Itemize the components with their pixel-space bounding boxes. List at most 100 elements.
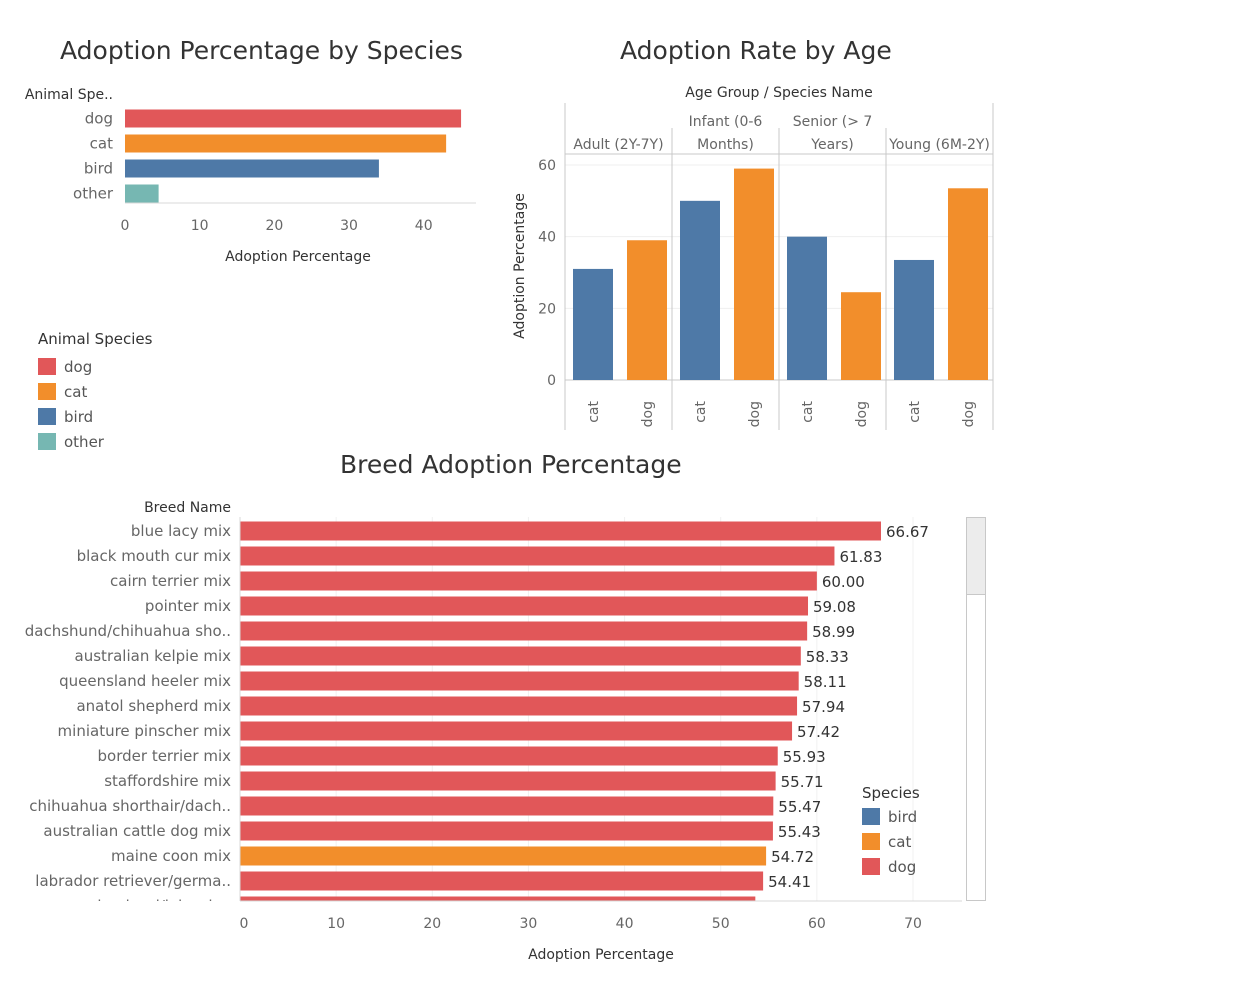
age-bar-dog bbox=[734, 168, 774, 380]
breed-name-label: staffordshire mix bbox=[104, 772, 231, 790]
breed-x-tick-label: 0 bbox=[240, 916, 249, 932]
breed-name-label: maine coon mix bbox=[111, 847, 231, 865]
breed-bar-dog bbox=[240, 796, 774, 816]
breed-chart-title: Breed Adoption Percentage bbox=[340, 450, 682, 479]
age-y-tick-label: 40 bbox=[538, 230, 556, 246]
age-y-tick-label: 60 bbox=[538, 158, 556, 174]
age-bar-chart: Age Group / Species Name Adult (2Y-7Y) cat… bbox=[512, 85, 994, 430]
breed-name-label: blue lacy mix bbox=[131, 522, 231, 540]
breed-value-label: 55.43 bbox=[778, 823, 821, 841]
species-legend-item-dog[interactable]: dog bbox=[38, 354, 152, 379]
breed-legend-swatch bbox=[862, 808, 880, 825]
breed-x-tick-label: 60 bbox=[808, 916, 826, 932]
age-bar-cat bbox=[787, 236, 827, 380]
species-bar-bird bbox=[125, 159, 379, 178]
species-legend: Animal Species dog cat bird other bbox=[38, 330, 152, 454]
breed-value-label: 66.67 bbox=[886, 523, 929, 541]
age-chart-title: Adoption Rate by Age bbox=[620, 36, 892, 65]
age-group-label: Young (6M-2Y) bbox=[888, 137, 990, 153]
breed-legend-title: Species bbox=[862, 784, 920, 802]
breed-bar-dog bbox=[240, 871, 764, 891]
breed-bar-dog bbox=[240, 746, 778, 766]
species-legend-label: dog bbox=[64, 357, 93, 376]
breed-legend-item-bird[interactable]: bird bbox=[862, 804, 920, 829]
age-bar-cat bbox=[894, 259, 934, 380]
breed-name-label: chihuahua shorthair/dach.. bbox=[29, 797, 231, 815]
species-legend-item-other[interactable]: other bbox=[38, 429, 152, 454]
age-group-label: Senior (> 7 bbox=[793, 114, 873, 130]
breed-x-tick-label: 20 bbox=[423, 916, 441, 932]
breed-name-label: australian kelpie mix bbox=[75, 647, 232, 665]
breed-value-label: 55.93 bbox=[783, 748, 826, 766]
species-x-tick-label: 40 bbox=[415, 218, 433, 234]
breed-legend-label: dog bbox=[888, 857, 917, 876]
breed-name-label: german shepherd/labrado.. bbox=[27, 897, 231, 915]
breed-legend-swatch bbox=[862, 833, 880, 850]
breed-name-label: miniature pinscher mix bbox=[58, 722, 232, 740]
breed-value-label: 55.47 bbox=[778, 798, 821, 816]
scrollbar-thumb[interactable] bbox=[967, 518, 985, 595]
breed-bar-dog bbox=[240, 696, 798, 716]
breed-x-tick-label: 40 bbox=[616, 916, 634, 932]
breed-value-label: 55.71 bbox=[781, 773, 824, 791]
age-species-label: cat bbox=[800, 400, 816, 422]
breed-value-label: 58.33 bbox=[806, 648, 849, 666]
breed-species-legend: Species bird cat dog bbox=[862, 784, 920, 879]
species-x-tick-label: 0 bbox=[121, 218, 130, 234]
breed-value-label: 58.11 bbox=[804, 673, 847, 691]
breed-value-label: 60.00 bbox=[822, 573, 865, 591]
breed-bar-dog bbox=[240, 546, 835, 566]
breed-x-axis-title: Adoption Percentage bbox=[528, 947, 674, 963]
breed-name-label: queensland heeler mix bbox=[59, 672, 231, 690]
breed-value-label: 58.99 bbox=[812, 623, 855, 641]
breed-name-label: cairn terrier mix bbox=[110, 572, 231, 590]
breed-name-label: australian cattle dog mix bbox=[43, 822, 231, 840]
breed-rows: blue lacy mix 66.67 black mouth cur mix 61.… bbox=[25, 521, 929, 915]
age-group-label: Years) bbox=[810, 137, 853, 153]
age-bar-cat bbox=[680, 200, 720, 380]
breed-legend-label: cat bbox=[888, 832, 912, 851]
breed-bar-dog bbox=[240, 596, 809, 616]
species-legend-label: cat bbox=[64, 382, 88, 401]
breed-bar-cat bbox=[240, 846, 767, 866]
breed-bar-dog bbox=[240, 521, 881, 541]
species-x-tick-label: 20 bbox=[265, 218, 283, 234]
species-bar-cat bbox=[125, 134, 447, 153]
species-category-label: bird bbox=[84, 160, 113, 178]
species-legend-swatch bbox=[38, 408, 56, 425]
age-group-label: Adult (2Y-7Y) bbox=[573, 137, 663, 153]
breed-value-label: 61.83 bbox=[839, 548, 882, 566]
breed-x-tick-label: 70 bbox=[904, 916, 922, 932]
breed-name-label: border terrier mix bbox=[98, 747, 232, 765]
breed-value-label: 57.94 bbox=[802, 698, 845, 716]
breed-chart-scrollbar[interactable] bbox=[966, 517, 986, 901]
species-category-label: dog bbox=[85, 110, 113, 128]
breed-value-label: 54.72 bbox=[771, 848, 814, 866]
breed-legend-swatch bbox=[862, 858, 880, 875]
breed-name-label: pointer mix bbox=[145, 597, 231, 615]
breed-legend-item-cat[interactable]: cat bbox=[862, 829, 920, 854]
breed-axis-title: Breed Name bbox=[144, 500, 231, 516]
species-x-tick-label: 10 bbox=[191, 218, 209, 234]
breed-bar-chart: Breed Name blue lacy mix 66.67 black mouth … bbox=[25, 500, 962, 963]
age-bar-dog bbox=[948, 188, 988, 380]
breed-name-label: anatol shepherd mix bbox=[76, 697, 231, 715]
species-legend-swatch bbox=[38, 433, 56, 450]
age-species-label: dog bbox=[961, 401, 977, 427]
breed-legend-item-dog[interactable]: dog bbox=[862, 854, 920, 879]
species-category-label: cat bbox=[90, 135, 113, 153]
breed-x-tick-label: 30 bbox=[520, 916, 538, 932]
breed-bar-dog bbox=[240, 721, 793, 741]
age-y-tick-label: 0 bbox=[547, 373, 556, 389]
age-group-label: Months) bbox=[697, 137, 754, 153]
species-legend-item-bird[interactable]: bird bbox=[38, 404, 152, 429]
age-group-label: Infant (0-6 bbox=[689, 114, 763, 130]
breed-value-label: 54.41 bbox=[768, 873, 811, 891]
species-x-axis-title: Adoption Percentage bbox=[225, 249, 371, 265]
species-axis-title: Animal Spe.. bbox=[25, 87, 113, 103]
age-species-label: cat bbox=[586, 400, 602, 422]
species-legend-item-cat[interactable]: cat bbox=[38, 379, 152, 404]
breed-value-label: 57.42 bbox=[797, 723, 840, 741]
species-legend-swatch bbox=[38, 383, 56, 400]
species-legend-swatch bbox=[38, 358, 56, 375]
